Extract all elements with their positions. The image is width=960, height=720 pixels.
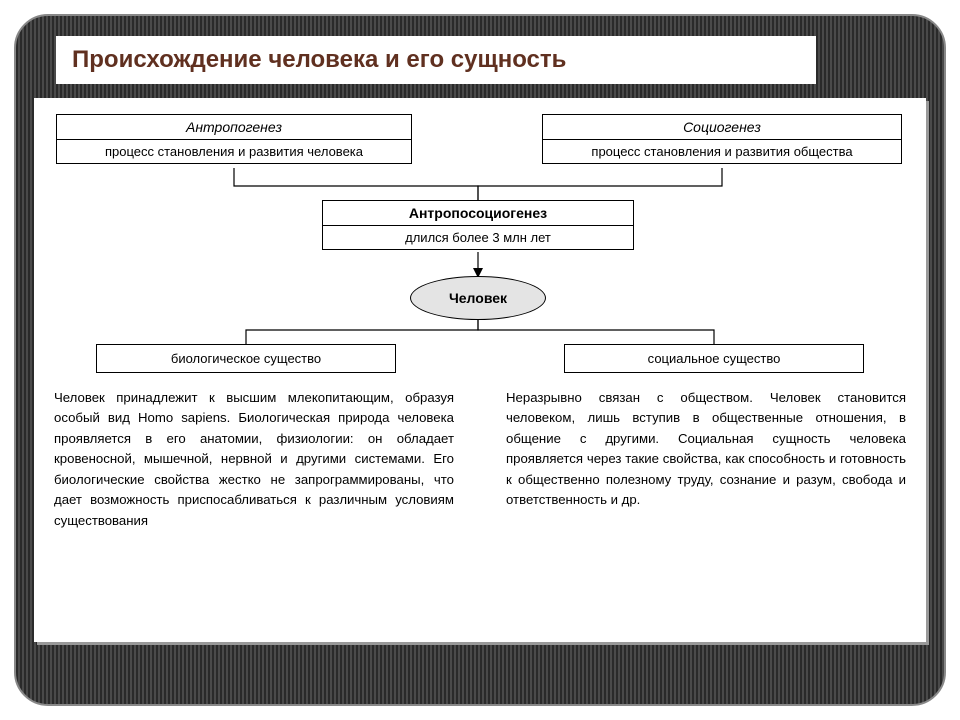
node-anthroposociogenesis: Антропосоциогенез длился более 3 млн лет [322,200,634,250]
diagram-canvas: Антропогенез процесс становления и разви… [52,114,908,634]
connectors [52,114,908,634]
paragraph-biological: Человек принадлежит к высшим млекопитающ… [54,388,454,531]
node-header: Антропогенез [57,115,411,140]
slide-frame: Происхождение человека и его сущность Ан… [14,14,946,706]
paragraph-social: Неразрывно связан с обществом. Человек с… [506,388,906,511]
leaf-label: биологическое существо [171,351,321,366]
node-header: Антропосоциогенез [323,201,633,226]
diagram-panel: Антропогенез процесс становления и разви… [34,98,926,642]
ellipse-label: Человек [449,290,507,306]
node-biological: биологическое существо [96,344,396,373]
node-header: Социогенез [543,115,901,140]
node-sociogenesis: Социогенез процесс становления и развити… [542,114,902,164]
node-sub: процесс становления и развития общества [543,140,901,163]
node-human-ellipse: Человек [410,276,546,320]
leaf-label: социальное существо [648,351,781,366]
node-anthropogenesis: Антропогенез процесс становления и разви… [56,114,412,164]
node-sub: процесс становления и развития человека [57,140,411,163]
node-sub: длился более 3 млн лет [323,226,633,249]
title-bar: Происхождение человека и его сущность [56,36,816,84]
page-title: Происхождение человека и его сущность [72,46,800,74]
node-social: социальное существо [564,344,864,373]
